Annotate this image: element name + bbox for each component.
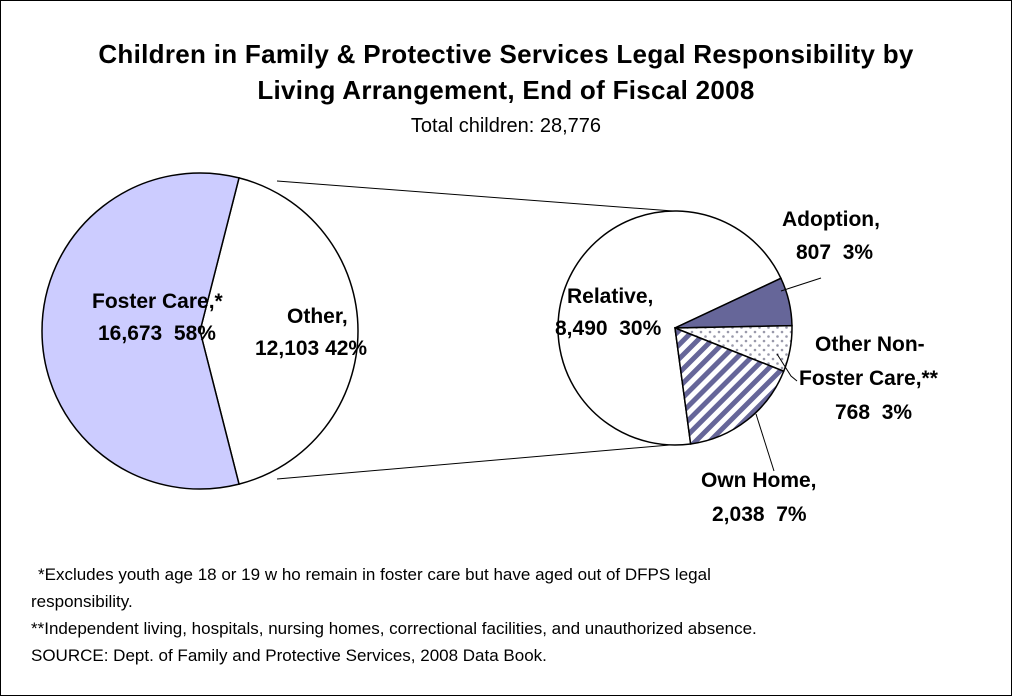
chart-title-line-2: Living Arrangement, End of Fiscal 2008 [257, 75, 755, 105]
label-foster-care: Foster Care,* [92, 290, 224, 313]
footnote-non-foster: **Independent living, hospitals, nursing… [31, 619, 757, 638]
chart-title-line-1: Children in Family & Protective Services… [98, 39, 914, 69]
label-own-home: Own Home, [701, 469, 817, 492]
value-relative: 8,490 30% [555, 317, 662, 340]
leader-line-other-non-foster [776, 353, 798, 382]
footnote-source: SOURCE: Dept. of Family and Protective S… [31, 646, 547, 665]
label-other-non-foster-line1: Other Non- [815, 333, 925, 356]
chart-subtitle: Total children: 28,776 [410, 115, 602, 137]
slice-own-home [674, 326, 785, 445]
label-relative: Relative, [567, 285, 653, 308]
slice-relative [557, 210, 782, 446]
label-adoption: Adoption, [782, 208, 880, 231]
connector-line-top [276, 180, 674, 212]
value-adoption: 807 3% [796, 241, 873, 264]
footnotes: *Excludes youth age 18 or 19 w ho remain… [38, 561, 998, 588]
footnote-excludes: *Excludes youth age 18 or 19 w ho remain… [38, 565, 711, 584]
footnote-excludes-cont: responsibility. [31, 592, 133, 611]
slice-other [199, 176, 359, 486]
value-foster-care: 16,673 58% [98, 322, 216, 345]
footnotes-rest: responsibility. **Independent living, ho… [31, 588, 1001, 669]
breakout-pie [557, 210, 793, 446]
leader-line-own-home [755, 413, 775, 472]
value-own-home: 2,038 7% [712, 503, 807, 526]
leader-line-adoption [780, 277, 822, 292]
label-other-non-foster-line2: Foster Care,** [799, 367, 939, 390]
connector-line-bottom [276, 442, 694, 480]
value-other-non-foster: 768 3% [835, 401, 912, 424]
label-other: Other, [287, 305, 348, 328]
slice-foster-care [41, 172, 240, 490]
main-pie [41, 172, 359, 490]
value-other: 12,103 42% [255, 337, 367, 360]
